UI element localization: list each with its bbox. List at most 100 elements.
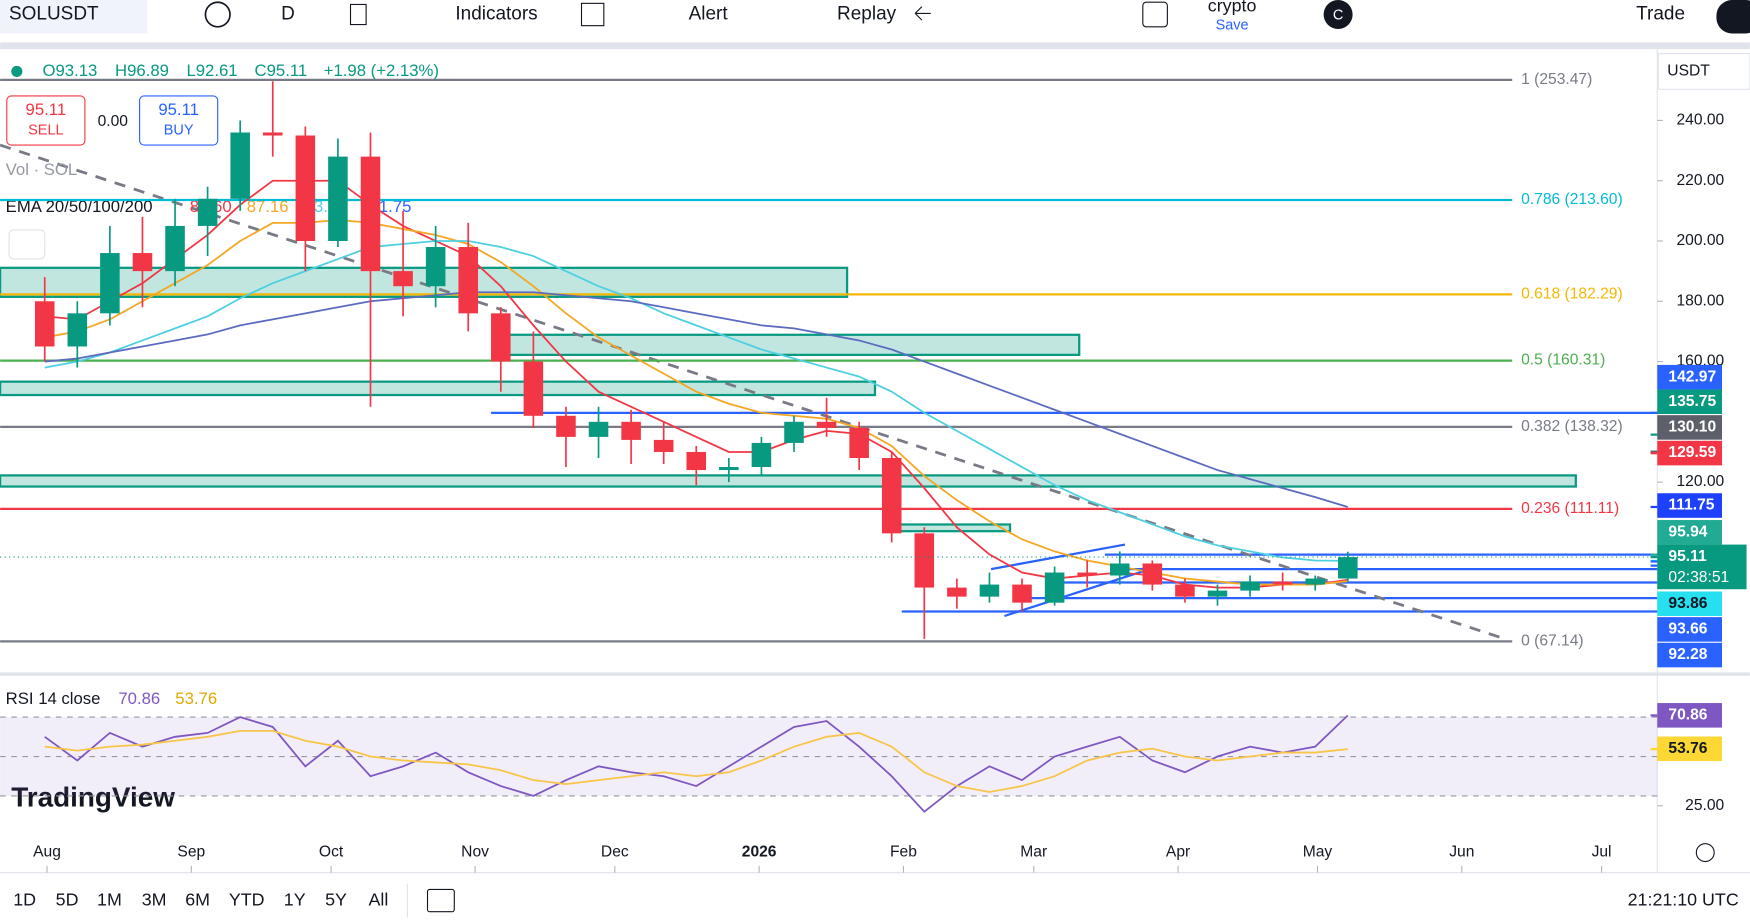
candle-body [751,442,772,468]
range-button[interactable]: 5Y [325,889,347,909]
status-dot [11,65,23,77]
settings-icon[interactable] [1695,843,1715,863]
candle-body [262,132,283,136]
buy-button[interactable] [139,95,219,146]
trade[interactable]: Trade [1636,4,1685,25]
candle-body [458,247,479,314]
candle-body [132,253,153,272]
candle-body [491,313,511,362]
range-button[interactable]: 6M [185,889,210,909]
candle-body [100,253,120,314]
price-badge [1657,493,1722,518]
price-badge-label: 95.94 [1668,523,1707,540]
candle-body [588,421,609,437]
ohlc-open: O93.13 [43,61,98,80]
candle-body [1175,584,1195,597]
range-button[interactable]: 3M [142,889,167,909]
undo[interactable] [914,6,931,21]
ohlc-close: C95.11 [255,61,308,80]
range-button[interactable]: 1Y [284,889,306,909]
ohlc-change: +1.98 (+2.13%) [324,61,439,80]
indicators[interactable]: Indicators [455,4,537,25]
candle-body [1338,557,1358,579]
price-badge-label: 130.10 [1668,419,1716,436]
x-tick-label: Apr [1166,844,1190,861]
fib-label: 0.382 (138.32) [1521,418,1623,435]
candle-body [947,587,967,597]
replay[interactable]: Replay [837,4,897,25]
ema-line [44,219,1348,586]
candle-body [67,313,88,347]
candle-body [1012,584,1032,603]
x-tick-label: May [1303,844,1333,861]
price-badge [1657,642,1722,668]
buy-price[interactable]: 95.11 [158,100,199,119]
y-tick-label: 25.00 [1685,797,1724,814]
candle-body [34,301,55,347]
candle-body [816,421,837,428]
profile-button[interactable] [1716,0,1750,34]
x-tick-label: Aug [33,844,61,861]
symbol[interactable]: SOLUSDT [9,4,99,25]
sell-label[interactable]: SELL [28,122,63,138]
x-tick-label: Nov [461,844,489,861]
symbol-box[interactable] [0,0,148,34]
price-badge [1657,389,1722,415]
candle-body [360,156,381,272]
candle-body [1240,581,1260,591]
price-badge-label: 93.86 [1668,595,1707,612]
ema-line [44,240,1348,562]
collapse-button[interactable] [8,229,46,260]
range-button[interactable]: 1M [97,889,122,909]
fib-label: 1 (253.47) [1521,71,1592,88]
candle-body [295,135,316,241]
interval[interactable]: D [281,4,295,25]
layout-icon[interactable] [580,2,605,27]
candle-body [425,247,446,287]
candle-body [1272,581,1293,585]
range-button[interactable]: YTD [229,889,265,909]
sell-button[interactable] [6,95,86,146]
candle-body [914,533,935,588]
avatar-bg[interactable] [1323,0,1353,30]
sell-price[interactable]: 95.11 [26,100,67,119]
price-badge-label: 92.28 [1668,646,1707,663]
y-tick-label: 200.00 [1676,232,1724,249]
x-tick-label: Dec [601,844,629,861]
candle-body [1305,578,1325,585]
rsi-badge-label: 53.76 [1668,740,1707,757]
price-badge-label: 142.97 [1668,368,1716,385]
calendar-icon[interactable] [426,888,455,913]
volume-legend: Vol · SOL [6,160,78,179]
candle-body [881,457,902,534]
rsi-line [44,714,1349,813]
trendline [0,143,1508,641]
currency-box[interactable] [1657,53,1750,90]
add-icon[interactable] [204,1,231,28]
candle-body [230,132,250,199]
candle-icon[interactable] [349,3,367,26]
avatar[interactable]: C [1333,7,1343,23]
fib-label: 0 (67.14) [1521,633,1583,650]
buy-label[interactable]: BUY [164,122,194,138]
y-tick-label: 180.00 [1676,292,1724,309]
zone [891,523,1012,533]
countdown: 02:38:51 [1668,569,1729,586]
zone [506,333,1081,356]
candle-body [849,427,869,458]
layout-name[interactable]: crypto [1208,0,1257,15]
range-button[interactable]: 5D [56,889,79,909]
alert[interactable]: Alert [689,4,729,25]
currency[interactable]: USDT [1667,63,1710,80]
candle-body [621,421,641,440]
square-icon[interactable] [1142,1,1168,28]
save[interactable]: Save [1216,17,1249,33]
candle-body [393,271,413,287]
legend: O93.13 H96.89 L92.61 C95.11 +1.98 (+2.13… [6,61,439,813]
x-tick-label: Mar [1020,844,1047,861]
price-badge [1657,591,1722,616]
range-button[interactable]: 1D [13,889,36,909]
range-button[interactable]: All [368,889,388,909]
ema-line [44,291,1349,508]
